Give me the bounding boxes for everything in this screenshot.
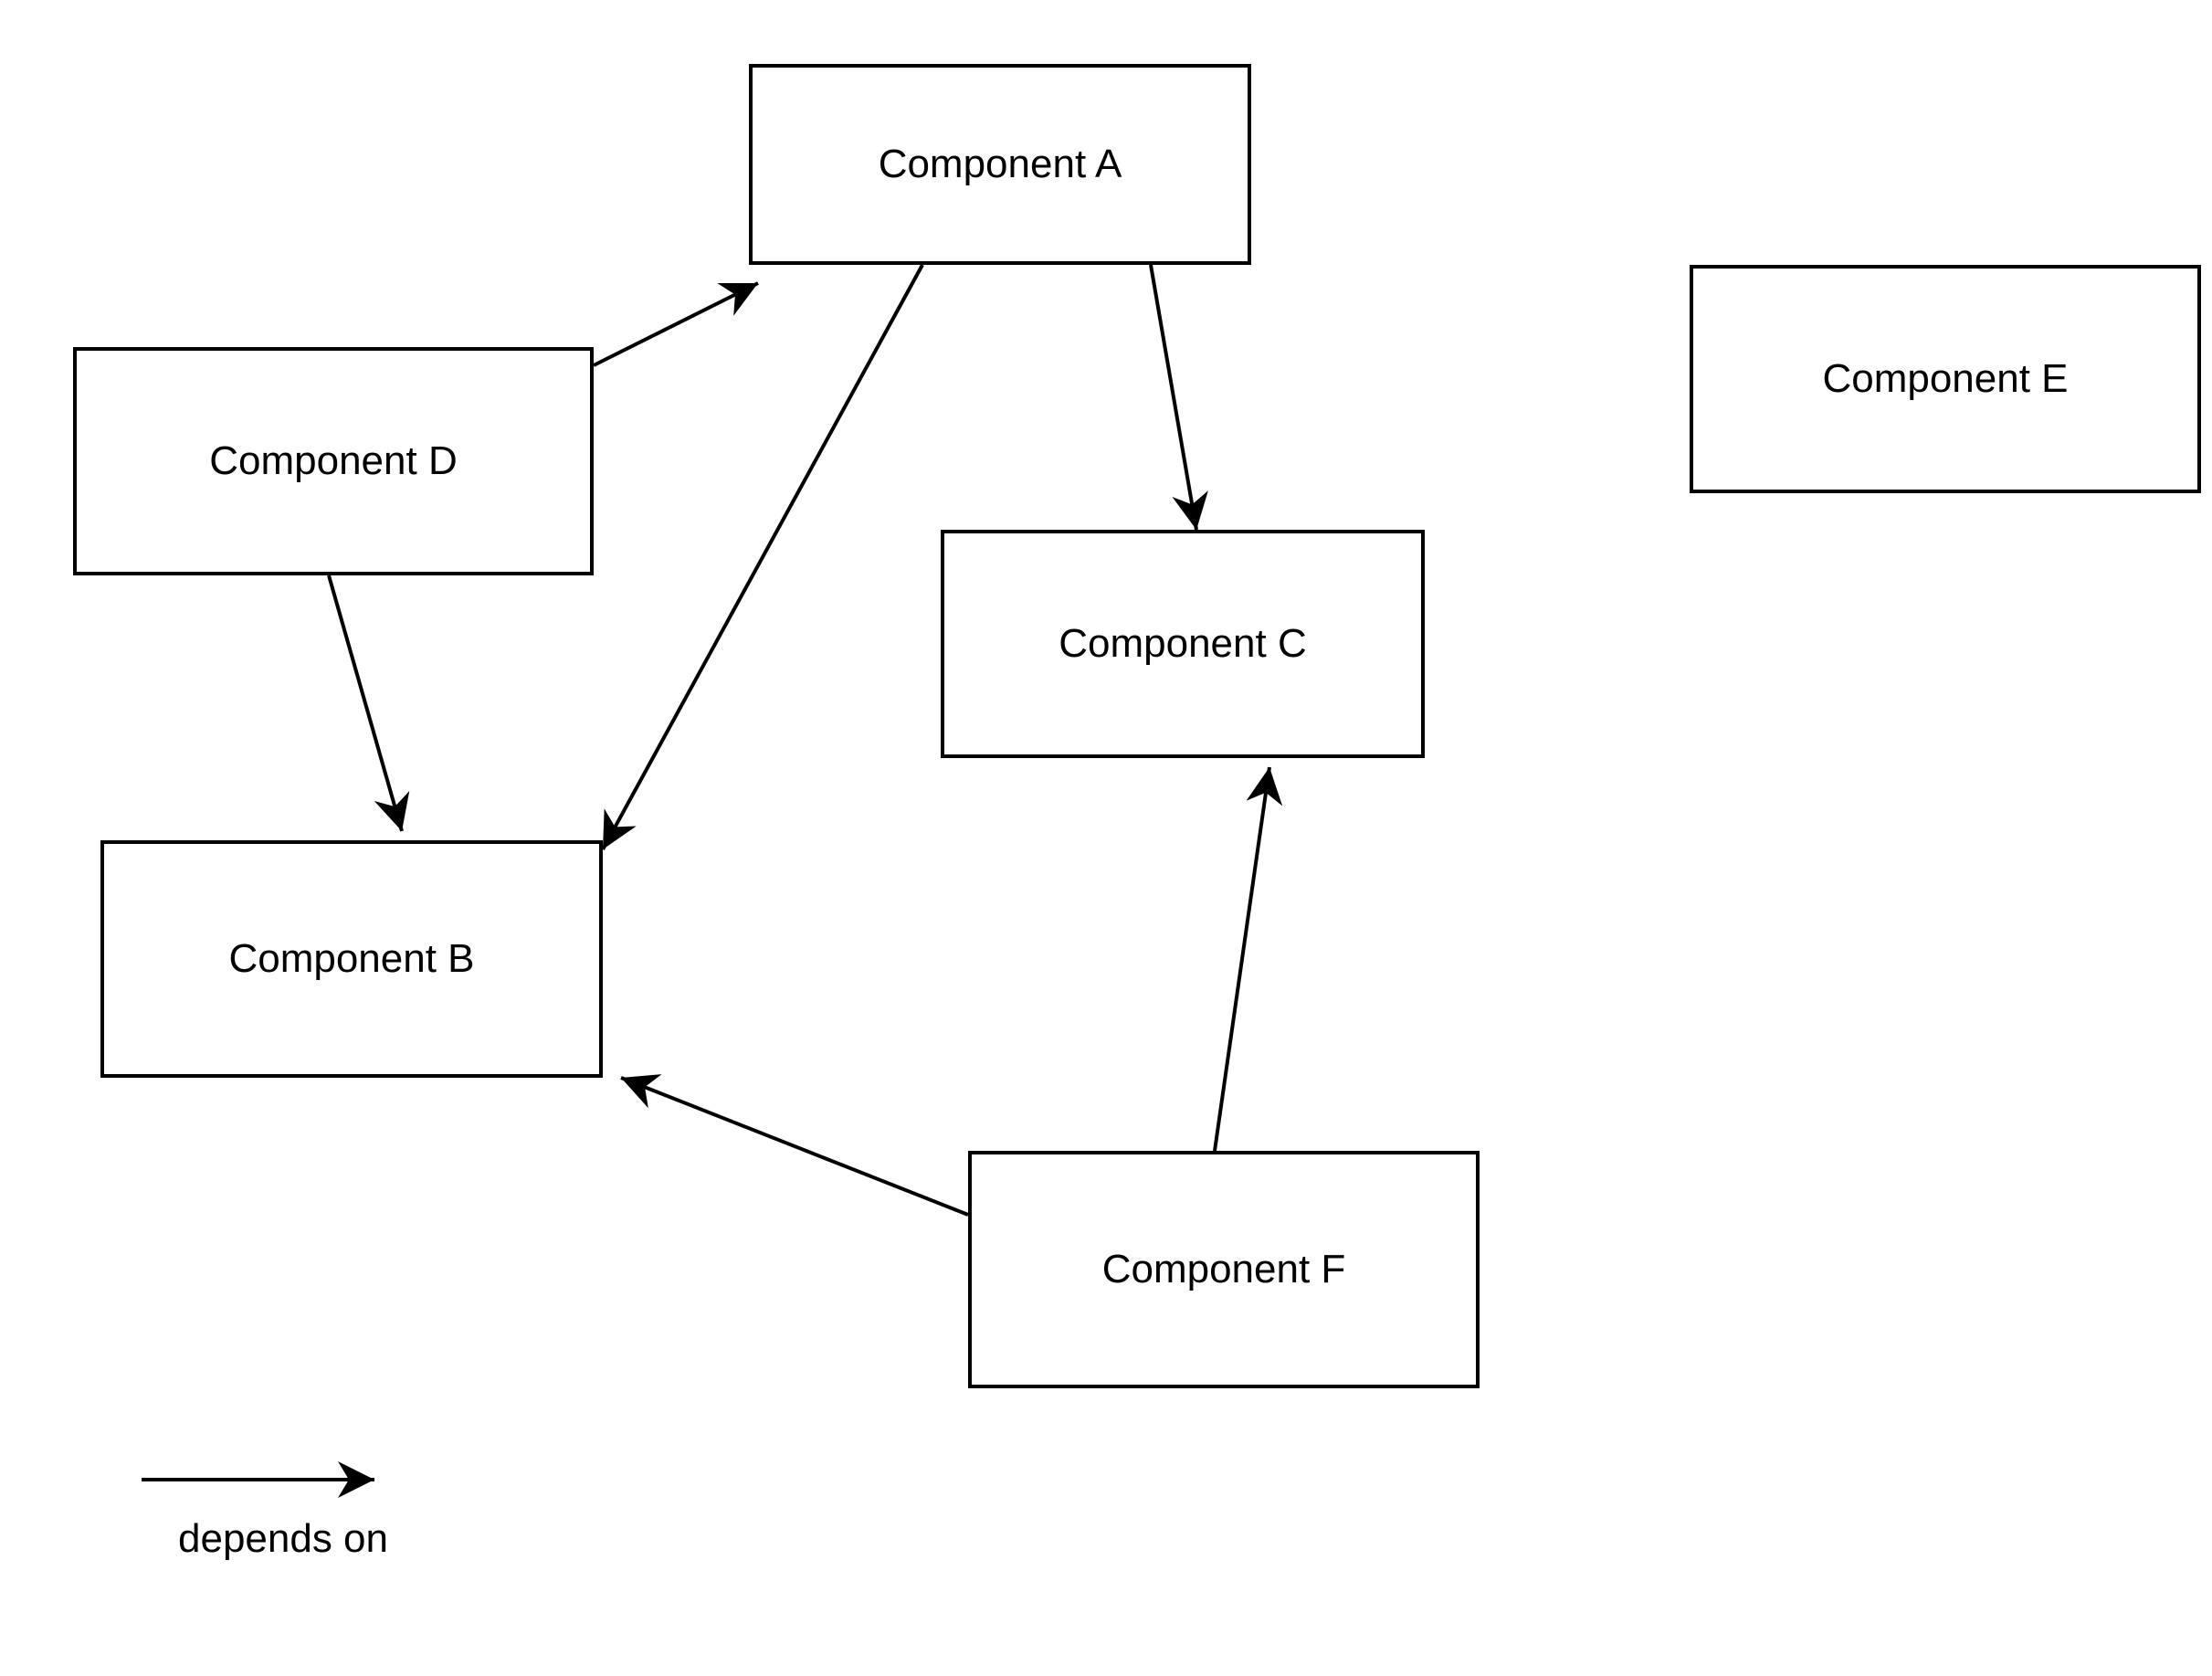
edge-a-c (1151, 265, 1196, 530)
node-label: Component F (1102, 1247, 1346, 1292)
legend: depends on (178, 1516, 388, 1562)
node-a: Component A (749, 64, 1251, 265)
node-b: Component B (100, 840, 603, 1078)
node-e: Component E (1690, 265, 2201, 493)
node-label: Component D (209, 438, 457, 484)
node-c: Component C (941, 530, 1425, 758)
node-f: Component F (968, 1151, 1480, 1388)
edge-d-b (329, 575, 402, 831)
edge-f-c (1215, 767, 1269, 1151)
edge-f-b (621, 1078, 968, 1215)
node-label: Component B (228, 936, 474, 982)
node-label: Component E (1822, 356, 2068, 402)
legend-label: depends on (178, 1516, 388, 1561)
node-d: Component D (73, 347, 594, 575)
edge-a-b (603, 265, 922, 849)
node-label: Component A (879, 142, 1122, 187)
node-label: Component C (1059, 621, 1306, 667)
edge-d-a (594, 283, 758, 365)
diagram-canvas: Component A Component D Component C Compone… (0, 0, 2212, 1676)
